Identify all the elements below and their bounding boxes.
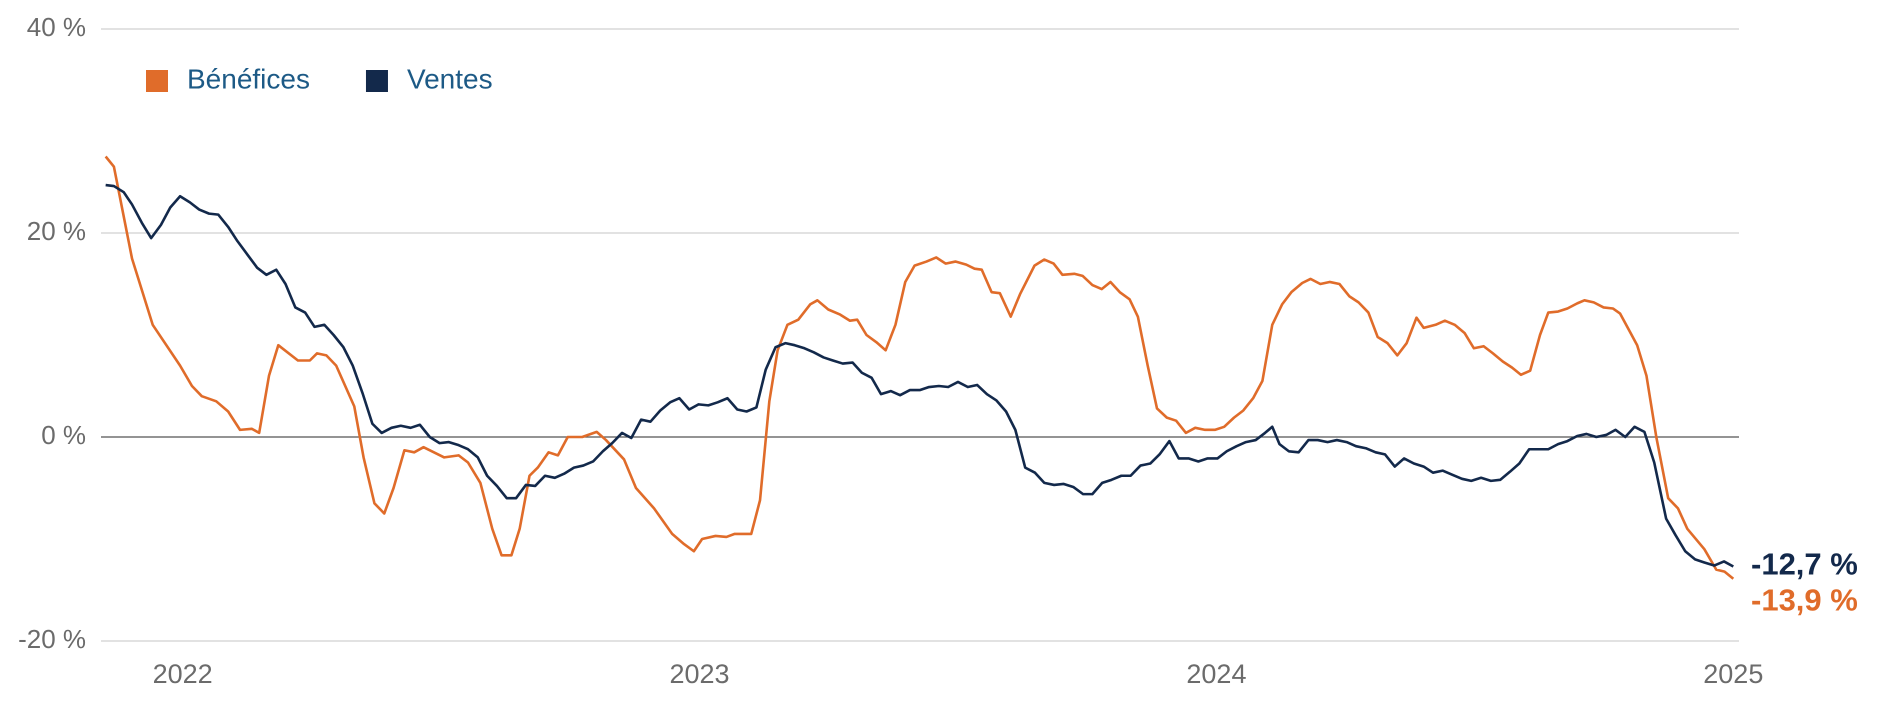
y-tick-label: 40 % — [27, 12, 86, 42]
y-tick-label: -20 % — [18, 624, 86, 654]
series-line — [104, 155, 1735, 580]
x-tick-label: 2022 — [153, 659, 213, 689]
end-label: -13,9 % — [1751, 583, 1858, 618]
y-tick-label: 0 % — [41, 420, 86, 450]
legend-swatch — [365, 70, 388, 92]
legend-label: Bénéfices — [187, 63, 310, 94]
legend-label: Ventes — [407, 63, 493, 94]
x-tick-label: 2025 — [1703, 659, 1763, 689]
end-label: -12,7 % — [1751, 547, 1858, 582]
legend-swatch — [146, 70, 168, 92]
x-tick-label: 2024 — [1186, 659, 1246, 689]
x-tick-label: 2023 — [670, 659, 730, 689]
series-line — [105, 183, 1734, 568]
y-tick-label: 20 % — [27, 216, 86, 246]
